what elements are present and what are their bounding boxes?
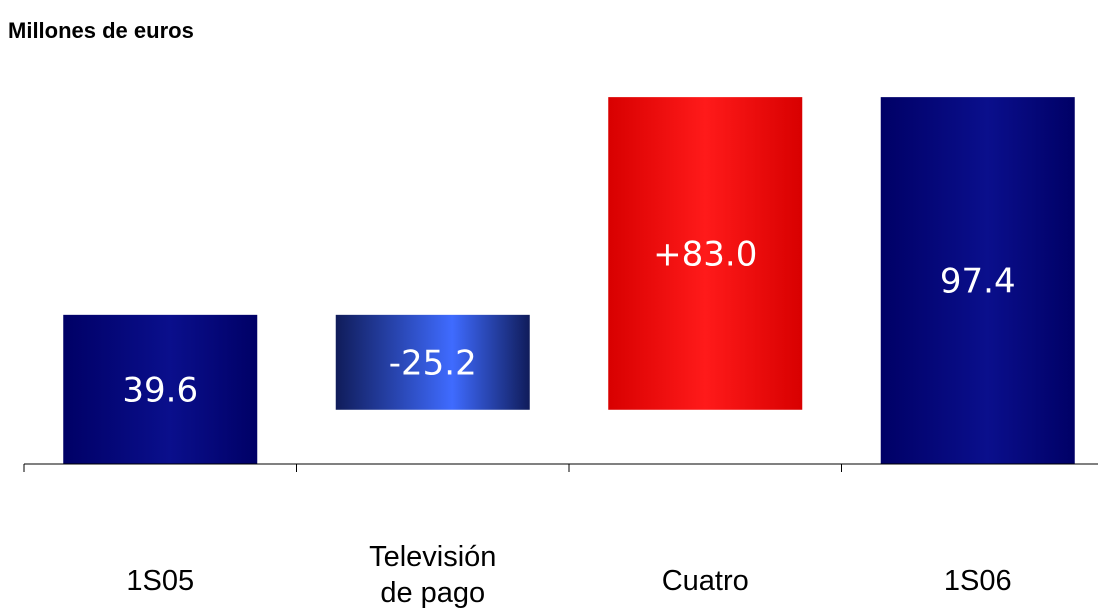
bar-1s05 [63,314,258,464]
bar-cuatro [608,97,803,410]
data-label-cuatro: +83.0 [653,234,757,274]
unit-label: Millones de euros [8,18,194,43]
data-label-1s06: 97.4 [940,262,1016,302]
bar-television-de-pago [335,314,530,410]
category-label-1s05: 1S05 [126,565,194,597]
category-label-cuatro: Cuatro [662,565,749,597]
bar-1s06 [880,97,1075,465]
category-label-television-de-pago: Televisión de pago [369,541,496,609]
data-label-television-de-pago: -25.2 [389,343,477,383]
data-label-1s05: 39.6 [122,370,198,410]
category-label-1s06: 1S06 [944,565,1012,597]
